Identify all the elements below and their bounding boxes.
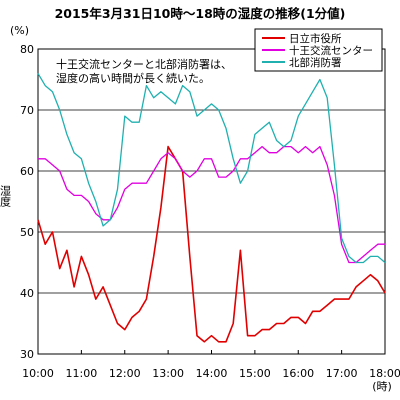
series-line-hitachi-city-hall: [37, 145, 386, 343]
x-tick-label: 11:00: [66, 367, 98, 380]
x-tick-labels: 10:00 11:00 12:00 13:00 14:00 15:00 16:00 17:00…: [22, 350, 400, 380]
legend-label-hitachi-city-hall: 日立市役所: [289, 32, 342, 45]
x-axis-unit: (時): [372, 380, 392, 393]
plot-frame: [37, 48, 386, 355]
y-axis-unit: (%): [10, 24, 29, 37]
legend-label-north-fire-station: 北部消防署: [289, 56, 342, 69]
y-tick-label: 60: [20, 165, 34, 178]
x-tick-label: 17:00: [326, 367, 358, 380]
y-tick-label: 50: [20, 226, 34, 239]
y-tick-label: 80: [20, 43, 34, 56]
series-lines: [37, 73, 386, 343]
series-line-north-fire-station: [37, 73, 386, 264]
chart-title: 2015年3月31日10時〜18時の湿度の推移(1分値): [55, 6, 346, 21]
y-tick-label: 30: [20, 348, 34, 361]
annotation-line-2: 湿度の高い時間が長く続いた。: [56, 71, 210, 85]
x-tick-label: 10:00: [22, 367, 54, 380]
x-tick-label: 13:00: [152, 367, 184, 380]
legend-label-juo-center: 十王交流センター: [289, 44, 373, 57]
legend: 日立市役所 十王交流センター 北部消防署: [254, 28, 383, 72]
x-tick-label: 14:00: [196, 367, 228, 380]
x-tick-label: 12:00: [109, 367, 141, 380]
y-tick-label: 70: [20, 104, 34, 117]
x-tick-label: 16:00: [282, 367, 314, 380]
y-axis-label: 湿度: [0, 185, 12, 208]
grid-lines: [38, 48, 385, 355]
series-line-juo-center: [38, 145, 385, 264]
x-tick-label: 15:00: [239, 367, 271, 380]
y-tick-label: 40: [20, 287, 34, 300]
x-tick-label: 18:00: [369, 367, 400, 380]
annotation-line-1: 十王交流センターと北部消防署は、: [56, 57, 232, 71]
y-tick-labels: 30 40 50 60 70 80: [20, 43, 34, 361]
